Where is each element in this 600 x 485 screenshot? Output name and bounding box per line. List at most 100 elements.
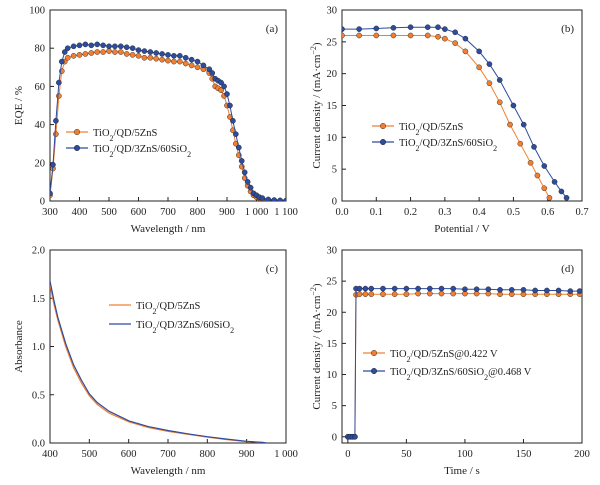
data-point (520, 287, 527, 293)
data-point (496, 77, 503, 83)
data-point (64, 45, 71, 52)
legend-label-part: /QD/3ZnS/60SiO (114, 144, 188, 155)
x-axis-label: Potential / V (434, 223, 489, 235)
data-point (450, 290, 457, 297)
legend-label-part: TiO (93, 128, 110, 139)
data-point (546, 195, 553, 201)
y-axis-label: EQE / % (13, 86, 25, 125)
data-point (100, 42, 106, 49)
data-point (165, 52, 171, 58)
data-point (403, 285, 410, 292)
legend-label: TiO2/QD/5ZnS (399, 122, 463, 137)
y-axis-label: Current density / (mA·cm−2) (309, 42, 324, 168)
data-point (141, 54, 148, 61)
y-tick-label: 0 (40, 197, 45, 208)
data-point (106, 48, 112, 54)
data-point (462, 35, 469, 42)
data-point (380, 291, 386, 298)
y-tick-label: 20 (327, 69, 338, 80)
data-point (50, 161, 56, 168)
data-point (510, 102, 517, 109)
plot-frame (49, 249, 287, 444)
data-point (485, 286, 492, 293)
legend-label-part: /QD/5ZnS (114, 128, 158, 139)
data-point (112, 49, 118, 55)
data-point (555, 287, 562, 294)
chart-panel: 0 50 100 150 200 0 5 10 15 20 25 30 Time / s Current … (309, 246, 590, 478)
data-point (50, 190, 53, 197)
y-tick-label: 60 (35, 82, 46, 93)
data-point (576, 288, 582, 294)
data-point (159, 51, 165, 57)
data-point (438, 290, 445, 297)
x-tick-label: 0.2 (404, 207, 417, 218)
plot-frame (49, 9, 287, 202)
chart-panel: 300 400 500 600 700 800 900 1 000 1 100020406080… (13, 6, 298, 236)
data-point (227, 102, 233, 109)
y-axis-label-part: −2 (309, 287, 318, 296)
data-point (541, 185, 548, 192)
data-point (527, 159, 534, 166)
data-point (224, 91, 230, 97)
data-point (368, 285, 375, 292)
x-tick-label: 0.5 (507, 207, 520, 218)
data-point (141, 48, 148, 54)
data-point (507, 121, 513, 128)
x-tick-label: 0.7 (575, 207, 588, 218)
data-point (435, 24, 441, 30)
data-point (123, 51, 130, 57)
data-point (182, 60, 189, 67)
data-point (235, 144, 242, 151)
plot-area (50, 280, 267, 443)
legend-label-part: @0.468 V (488, 367, 532, 378)
legend-label: TiO2/QD/3ZnS/60SiO2 (136, 320, 234, 335)
x-tick-label: 800 (190, 207, 206, 218)
y-tick-label: 40 (35, 120, 46, 131)
data-point (520, 121, 527, 128)
data-point (118, 43, 124, 50)
data-point (118, 49, 124, 55)
legend-marker (380, 138, 387, 145)
data-point (112, 43, 118, 50)
data-point (53, 117, 59, 124)
data-point (424, 32, 431, 39)
data-point (424, 24, 431, 30)
data-point (194, 58, 201, 65)
legend-marker (380, 122, 387, 129)
panel-label: (c) (266, 263, 279, 275)
data-point (442, 35, 448, 42)
series-line (347, 288, 580, 438)
data-point (473, 286, 480, 293)
x-tick-label: 500 (101, 207, 117, 218)
series-line (50, 50, 286, 201)
data-point (265, 196, 272, 201)
data-point (407, 24, 414, 30)
data-point (442, 26, 448, 32)
x-tick-label: 800 (199, 449, 215, 460)
data-point (82, 41, 89, 48)
data-point (200, 62, 207, 69)
y-axis-label-part: ) (311, 283, 323, 287)
legend-label-part: TiO (136, 301, 153, 312)
data-point (153, 55, 159, 62)
legend-label: TiO2/QD/5ZnS@0.422 V (390, 349, 498, 364)
x-tick-label: 500 (81, 449, 97, 460)
data-point (165, 57, 171, 64)
data-point (123, 44, 130, 51)
data-point (567, 288, 574, 294)
data-point (403, 291, 410, 298)
data-point (452, 29, 458, 36)
data-point (497, 287, 503, 293)
legend-label-part: 2 (153, 307, 157, 316)
data-point (59, 58, 65, 65)
data-point (135, 53, 142, 59)
x-tick-label: 600 (121, 449, 137, 460)
data-point (476, 64, 482, 71)
x-axis-label: Wavelength / nm (131, 465, 206, 477)
x-tick-label: 400 (42, 449, 58, 460)
y-tick-label: 1.5 (32, 294, 45, 305)
series-line (50, 43, 286, 201)
data-point (544, 287, 550, 294)
data-point (94, 49, 100, 55)
